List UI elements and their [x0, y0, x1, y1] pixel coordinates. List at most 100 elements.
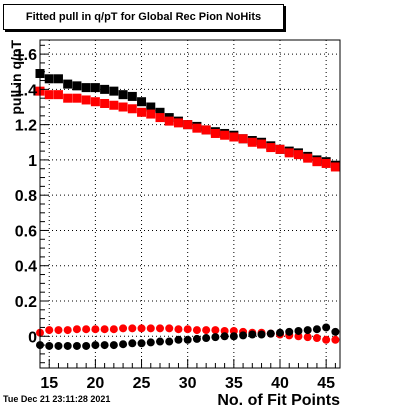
data-point-circle	[91, 325, 100, 334]
data-point-square	[201, 125, 211, 135]
data-point-circle	[266, 329, 275, 338]
data-point-square	[53, 74, 63, 84]
data-point-circle	[312, 334, 321, 343]
data-point-square	[183, 120, 193, 130]
data-point-square	[72, 81, 82, 91]
data-point-square	[257, 139, 267, 149]
data-point-circle	[322, 323, 331, 332]
data-point-circle	[54, 341, 63, 350]
data-point-circle	[257, 330, 266, 339]
data-point-circle	[276, 328, 284, 337]
y-tick-label: 1.2	[15, 118, 37, 135]
data-point-circle	[331, 335, 340, 344]
data-point-square	[44, 74, 54, 84]
data-point-square	[293, 150, 303, 160]
data-point-circle	[239, 331, 248, 340]
x-tick-label: 45	[317, 375, 335, 392]
data-point-square	[330, 162, 340, 172]
data-point-square	[284, 148, 294, 158]
data-point-square	[155, 107, 165, 117]
data-point-square	[137, 97, 147, 107]
data-point-circle	[312, 325, 321, 334]
data-point-circle	[45, 326, 54, 335]
series-3	[36, 323, 340, 350]
y-tick-label: 0.8	[15, 188, 37, 205]
data-point-circle	[128, 339, 137, 348]
data-point-circle	[63, 326, 72, 335]
data-point-circle	[119, 340, 128, 349]
data-point-square	[303, 153, 313, 163]
data-point-circle	[229, 332, 238, 341]
x-tick-label: 25	[133, 375, 151, 392]
data-point-circle	[156, 324, 164, 333]
data-point-circle	[248, 330, 257, 339]
data-point-square	[90, 83, 100, 93]
series-1	[35, 86, 340, 172]
data-point-square	[137, 107, 147, 117]
data-point-square	[127, 104, 137, 114]
data-point-square	[53, 90, 63, 100]
data-point-square	[238, 134, 248, 144]
data-point-square	[44, 90, 54, 100]
data-point-square	[312, 157, 322, 167]
chart-title-box: Fitted pull in q/pT for Global Rec Pion …	[3, 4, 284, 30]
data-point-square	[266, 143, 276, 153]
data-point-square	[155, 113, 165, 123]
x-tick-label: 15	[40, 375, 58, 392]
data-point-square	[90, 97, 100, 107]
grid-lines	[40, 40, 340, 368]
data-point-square	[229, 132, 239, 142]
data-point-circle	[322, 335, 331, 344]
data-point-square	[321, 158, 331, 168]
data-point-square	[146, 102, 156, 112]
data-point-square	[118, 102, 128, 112]
data-point-circle	[109, 341, 118, 350]
data-point-circle	[137, 339, 146, 348]
y-tick-label: 0.6	[15, 223, 37, 240]
data-point-circle	[119, 324, 128, 333]
data-point-circle	[63, 341, 72, 350]
data-point-circle	[174, 325, 183, 334]
y-tick-label: 0	[28, 329, 37, 346]
data-point-circle	[331, 327, 340, 336]
data-point-square	[164, 116, 174, 126]
y-tick-label: 1	[28, 153, 37, 170]
data-point-square	[247, 137, 257, 147]
data-point-square	[100, 84, 110, 94]
data-point-square	[72, 93, 82, 103]
data-point-square	[100, 98, 110, 108]
y-tick-label: 0.4	[15, 259, 37, 276]
data-point-circle	[211, 333, 220, 342]
x-tick-label: 20	[86, 375, 104, 392]
data-series	[35, 69, 340, 350]
data-point-circle	[183, 335, 192, 344]
x-axis-label: No. of Fit Points	[217, 392, 340, 409]
data-point-square	[109, 100, 119, 110]
data-point-square	[275, 144, 285, 154]
data-point-circle	[202, 326, 211, 335]
data-point-square	[127, 91, 137, 101]
data-point-circle	[192, 334, 201, 343]
y-axis-label: pull in q/pT	[8, 40, 24, 115]
data-point-circle	[303, 326, 312, 335]
x-tick-label: 40	[271, 375, 289, 392]
data-point-circle	[220, 332, 229, 341]
data-point-square	[109, 86, 119, 96]
data-point-circle	[54, 326, 63, 335]
data-point-circle	[100, 341, 109, 350]
data-point-circle	[82, 325, 91, 334]
data-point-circle	[109, 325, 118, 334]
data-point-circle	[165, 337, 174, 346]
x-tick-label: 30	[179, 375, 197, 392]
data-point-square	[173, 118, 183, 128]
data-point-square	[81, 83, 91, 93]
data-point-circle	[91, 341, 100, 350]
data-point-square	[81, 95, 91, 105]
data-point-circle	[72, 341, 81, 350]
y-tick-label: 0.2	[15, 294, 37, 311]
data-point-square	[220, 130, 230, 140]
series-2	[36, 324, 340, 344]
data-point-square	[210, 128, 220, 138]
data-point-square	[63, 79, 73, 89]
